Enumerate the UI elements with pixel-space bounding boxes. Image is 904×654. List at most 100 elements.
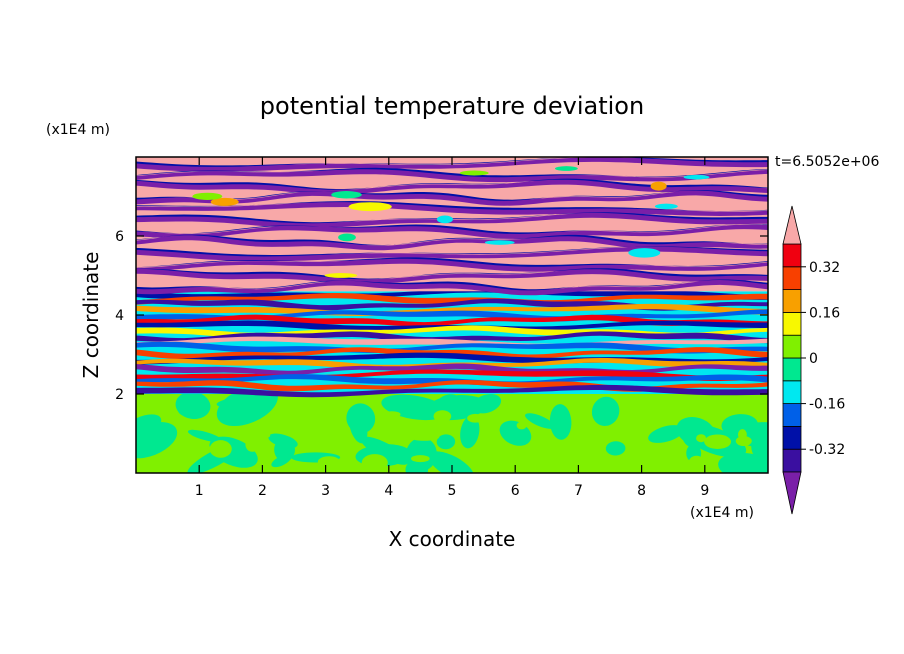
turbulent-eddy	[209, 440, 232, 458]
x-tick-label: 6	[511, 483, 520, 499]
y-axis: 2 4 6	[115, 229, 768, 403]
filament	[324, 273, 358, 278]
middle-stripe	[136, 331, 768, 344]
filament	[654, 203, 678, 210]
x-axis: 1 2 3 4 5 6 7 8 9	[195, 157, 709, 499]
turbulent-eddy	[271, 454, 292, 468]
colorbar-swatch	[782, 380, 802, 404]
turbulent-eddy	[482, 432, 494, 444]
turbulent-eddy	[687, 455, 706, 473]
upper-purple-stripe	[136, 157, 768, 172]
turbulent-eddy	[340, 393, 350, 409]
turbulent-eddy	[302, 419, 319, 428]
x-tick-label: 8	[637, 483, 646, 499]
upper-edge-stripe	[136, 234, 768, 246]
turbulent-eddy	[317, 456, 341, 468]
x-axis-label: X coordinate	[389, 527, 516, 551]
middle-stripe	[136, 374, 768, 386]
y-tick-label: 4	[115, 308, 124, 324]
colorbar-swatch	[782, 243, 802, 268]
middle-stripe	[136, 298, 768, 311]
x-tick-label: 3	[321, 483, 330, 499]
colorbar-tick-label: -0.16	[809, 397, 845, 413]
turbulent-eddy	[467, 413, 484, 423]
colorbar-max-extend	[782, 205, 802, 245]
filament	[348, 202, 392, 212]
middle-stripe	[136, 293, 768, 305]
filament	[683, 174, 710, 180]
turbulent-eddy	[436, 434, 456, 450]
turbulent-eddy	[411, 455, 430, 463]
colorbar-swatch	[782, 266, 802, 290]
colorbar-tick-label: -0.32	[809, 442, 845, 458]
turbulent-eddy	[433, 410, 452, 423]
upper-purple-stripe	[136, 190, 768, 206]
turbulent-eddy	[136, 421, 178, 459]
turbulent-eddy	[605, 441, 626, 456]
filament	[338, 233, 356, 242]
turbulent-eddy	[428, 451, 474, 473]
y-tick-label: 6	[115, 229, 124, 245]
turbulent-eddy	[254, 432, 271, 439]
turbulent-eddy	[187, 429, 222, 443]
x-unit-label: (x1E4 m)	[690, 505, 754, 521]
y-axis-label: Z coordinate	[79, 252, 103, 379]
turbulent-eddy	[383, 411, 401, 418]
turbulent-eddy	[405, 437, 437, 472]
colorbar-swatch	[782, 403, 802, 427]
filament	[484, 240, 515, 245]
filament	[210, 197, 239, 206]
middle-stripe	[136, 384, 768, 398]
turbulent-eddy	[525, 413, 555, 429]
turbulent-eddy	[735, 436, 752, 447]
turbulent-eddy	[652, 405, 669, 417]
y-tick-label: 2	[115, 387, 124, 403]
y-unit-label: (x1E4 m)	[46, 122, 110, 138]
x-tick-label: 5	[448, 483, 457, 499]
upper-purple-stripe	[136, 179, 768, 195]
turbulent-eddy	[516, 421, 527, 430]
colorbar-tick-label: 0.16	[809, 305, 840, 321]
middle-stripe	[136, 314, 768, 327]
colorbar-swatch	[782, 311, 802, 336]
turbulent-eddy	[647, 444, 669, 457]
colorbar: 0.32 0.16 0 -0.16 -0.32	[782, 205, 845, 515]
x-tick-label: 4	[384, 483, 393, 499]
filament	[459, 170, 489, 176]
filament	[192, 192, 223, 200]
x-tick-label: 1	[195, 483, 204, 499]
upper-edge-stripe	[136, 157, 768, 167]
turbulent-eddy	[177, 397, 199, 416]
turbulent-eddy	[268, 433, 298, 449]
filament	[436, 215, 453, 224]
turbulent-eddy	[409, 433, 440, 441]
filament	[554, 166, 578, 171]
upper-edge-stripe	[136, 224, 768, 234]
middle-stripe	[136, 336, 768, 349]
turbulent-eddy	[216, 396, 264, 408]
colorbar-swatch	[782, 334, 802, 359]
upper-edge-stripe	[136, 190, 768, 201]
turbulent-eddy	[245, 436, 260, 452]
turbulent-eddy	[471, 394, 502, 414]
turbulent-eddy	[704, 434, 732, 449]
chart-title: potential temperature deviation	[260, 92, 644, 120]
x-tick-label: 2	[258, 483, 267, 499]
upper-purple-stripe	[136, 268, 768, 285]
upper-edge-stripe	[136, 201, 768, 212]
filament	[331, 191, 362, 199]
turbulent-eddy	[361, 454, 388, 472]
colorbar-swatch	[782, 289, 802, 313]
turbulent-eddy	[346, 403, 376, 434]
x-tick-label: 9	[700, 483, 709, 499]
filament	[650, 181, 667, 191]
turbulent-eddy	[592, 426, 606, 440]
middle-stripe	[136, 341, 768, 354]
colorbar-swatch	[782, 425, 802, 450]
colorbar-tick-label: 0.32	[809, 260, 840, 276]
middle-stripe	[136, 303, 768, 316]
turbulent-eddy	[638, 423, 649, 432]
colorbar-swatch	[782, 357, 802, 382]
turbulent-eddy	[460, 415, 480, 449]
